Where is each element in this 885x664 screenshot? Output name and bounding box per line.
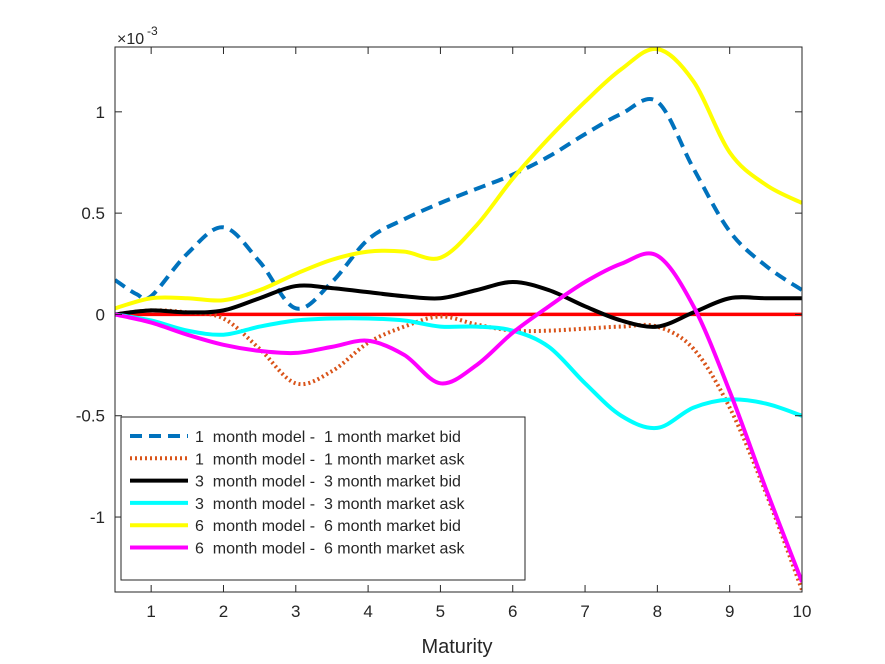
series-line-3 [115,280,802,329]
ticks-layer: 1 2 3 4 5 6 7 8 9 10 -1 -0.5 0 0.5 1 [76,47,812,621]
y-axis-exponent: ×10 -3 [117,24,158,48]
x-tick-label: 4 [363,602,372,621]
exponent-power: -3 [147,24,158,38]
x-tick-label: 8 [653,602,662,621]
x-tick-label: 5 [436,602,445,621]
x-tick-label: 10 [793,602,812,621]
legend-label: 6 month model - 6 month market ask [195,541,465,558]
exponent-base: ×10 [117,31,144,48]
legend-label: 6 month model - 6 month market bid [195,518,461,535]
series-line-5 [115,47,802,311]
legend-label: 3 month model - 3 month market ask [195,496,465,513]
x-tick-label: 6 [508,602,517,621]
axes-box [114,46,803,593]
x-tick-label: 1 [146,602,155,621]
legend-label: 3 month model - 3 month market bid [195,474,461,491]
y-tick-label: -0.5 [76,407,105,426]
series-line-6 [115,251,802,583]
y-tick-label: 1 [96,103,105,122]
series-line-4 [115,312,802,431]
legend-box [120,416,526,581]
x-tick-label: 3 [291,602,300,621]
y-tick-label: 0.5 [81,204,105,223]
series-layer [115,47,802,591]
legend: 1 month model - 1 month market bid 1 mont… [120,416,526,581]
y-tick-label: 0 [96,305,105,324]
legend-label: 1 month model - 1 month market bid [195,429,461,446]
x-axis-label: Maturity [421,636,492,658]
x-tick-label: 7 [580,602,589,621]
series-line-1 [115,97,802,311]
y-tick-label: -1 [90,508,105,527]
legend-label: 1 month model - 1 month market ask [195,451,465,468]
x-tick-label: 2 [219,602,228,621]
x-tick-label: 9 [725,602,734,621]
